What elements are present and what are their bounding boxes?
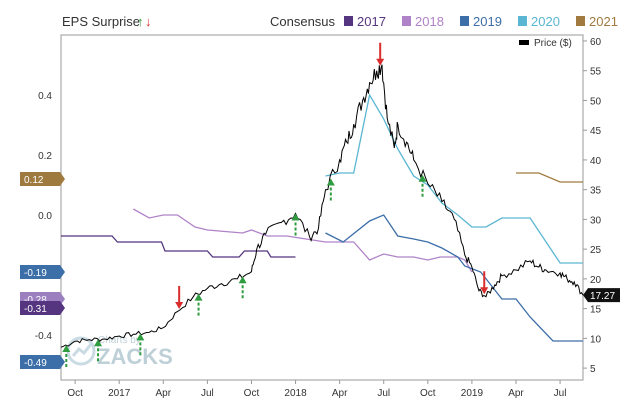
eps-badge-pointer — [60, 265, 65, 279]
eps-badge-pointer — [60, 301, 65, 315]
x-axis: Oct 2017 Apr Jul Oct 2018 Apr Jul Oct 2019 Apr Jul — [67, 380, 566, 399]
legend-swatch-2019 — [460, 16, 469, 26]
x-tick-label: Apr — [156, 388, 172, 399]
left-tick-label: 0.4 — [38, 91, 52, 102]
consensus-line-2018 — [132, 208, 473, 273]
x-tick-label: Jul — [377, 388, 390, 399]
consensus-line-2021 — [516, 172, 583, 183]
eps-badge-pointer — [60, 292, 65, 306]
plot-area — [60, 34, 584, 381]
right-tick-label: 40 — [590, 156, 602, 167]
eps-badge-pointer — [60, 172, 65, 186]
eps-badge-bg — [20, 265, 60, 279]
surprise-up-head — [326, 178, 335, 186]
left-tick-label: 0.2 — [38, 151, 52, 162]
x-tick-label: Oct — [244, 388, 260, 399]
x-tick-label: Apr — [332, 388, 348, 399]
x-tick-label: Apr — [508, 388, 524, 399]
surprise-down-head — [480, 287, 489, 295]
right-tick-label: 15 — [590, 305, 602, 316]
consensus-line-2017 — [61, 235, 296, 258]
legend-label-2021: 2021 — [589, 14, 618, 29]
eps-badge-bg — [20, 355, 60, 369]
legend-label-2018: 2018 — [415, 14, 444, 29]
surprise-up-head — [194, 293, 203, 301]
eps-badge-label: -0.31 — [24, 304, 47, 315]
price-legend-label: Price ($) — [534, 38, 572, 49]
eps-badge-bg — [20, 301, 60, 315]
price-line — [60, 64, 584, 348]
legend: 2017 2018 2019 2020 2021 — [344, 14, 618, 29]
eps-badge-label: 0.12 — [24, 175, 44, 186]
eps-surprise-label: EPS Surprise — [62, 14, 140, 29]
price-series — [60, 64, 584, 348]
left-tick-label: -0.4 — [35, 331, 53, 342]
right-tick-label: 55 — [590, 67, 602, 78]
surprise-down-head — [376, 58, 385, 66]
surprise-up-head — [418, 174, 427, 182]
legend-swatch-2017 — [344, 16, 353, 26]
x-tick-label: 2017 — [108, 388, 131, 399]
surprise-up-head — [94, 339, 103, 347]
surprise-up-arrow: ↑ — [137, 14, 144, 29]
right-tick-label: 5 — [590, 364, 596, 375]
right-tick-label: 35 — [590, 186, 602, 197]
x-tick-label: Oct — [67, 388, 83, 399]
eps-badge-label: -0.49 — [24, 358, 47, 369]
x-tick-label: 2018 — [284, 388, 307, 399]
right-tick-label: 25 — [590, 245, 602, 256]
legend-label-2017: 2017 — [357, 14, 386, 29]
surprise-up-head — [62, 345, 71, 353]
x-tick-label: 2019 — [461, 388, 484, 399]
consensus-line-2020 — [325, 93, 583, 264]
price-badge: 17.27 — [583, 288, 620, 303]
legend-label-2019: 2019 — [473, 14, 502, 29]
left-tick-label: 0.0 — [38, 211, 52, 222]
right-tick-label: 30 — [590, 215, 602, 226]
eps-badge-pointer — [60, 355, 65, 369]
right-tick-label: 60 — [590, 37, 602, 48]
right-tick-label: 10 — [590, 334, 602, 345]
eps-badge-bg — [20, 172, 60, 186]
surprise-up-head — [136, 333, 145, 341]
x-tick-label: Jul — [554, 388, 567, 399]
surprise-markers — [62, 42, 489, 368]
surprise-down-arrow: ↓ — [145, 14, 152, 29]
price-badge-bg — [583, 288, 620, 303]
right-axis: 60 55 50 45 40 35 30 25 20 15 10 5 — [583, 37, 602, 375]
right-tick-label: 50 — [590, 96, 602, 107]
right-tick-label: 45 — [590, 126, 602, 137]
right-tick-label: 20 — [590, 275, 602, 286]
price-legend-swatch — [519, 40, 529, 45]
consensus-series — [61, 93, 583, 342]
watermark-line1: Charts by — [98, 335, 141, 346]
watermark-line2: ZACKS — [97, 344, 173, 369]
legend-swatch-2018 — [402, 16, 411, 26]
x-tick-label: Jul — [201, 388, 214, 399]
zacks-watermark: Charts by ZACKS — [66, 335, 173, 369]
consensus-line-2019 — [325, 214, 583, 342]
eps-badges: 0.12 -0.19 -0.28-0.31 -0.49 — [20, 172, 65, 369]
legend-swatch-2021 — [576, 16, 585, 26]
consensus-label: Consensus — [270, 14, 336, 29]
eps-badge-label: -0.19 — [24, 268, 47, 279]
legend-swatch-2020 — [518, 16, 527, 26]
legend-label-2020: 2020 — [531, 14, 560, 29]
surprise-down-head — [175, 301, 184, 309]
surprise-up-head — [238, 276, 247, 284]
price-badge-label: 17.27 — [590, 291, 615, 302]
surprise-up-head — [291, 213, 300, 221]
x-tick-label: Oct — [420, 388, 436, 399]
eps-badge-label: -0.28 — [24, 295, 47, 306]
